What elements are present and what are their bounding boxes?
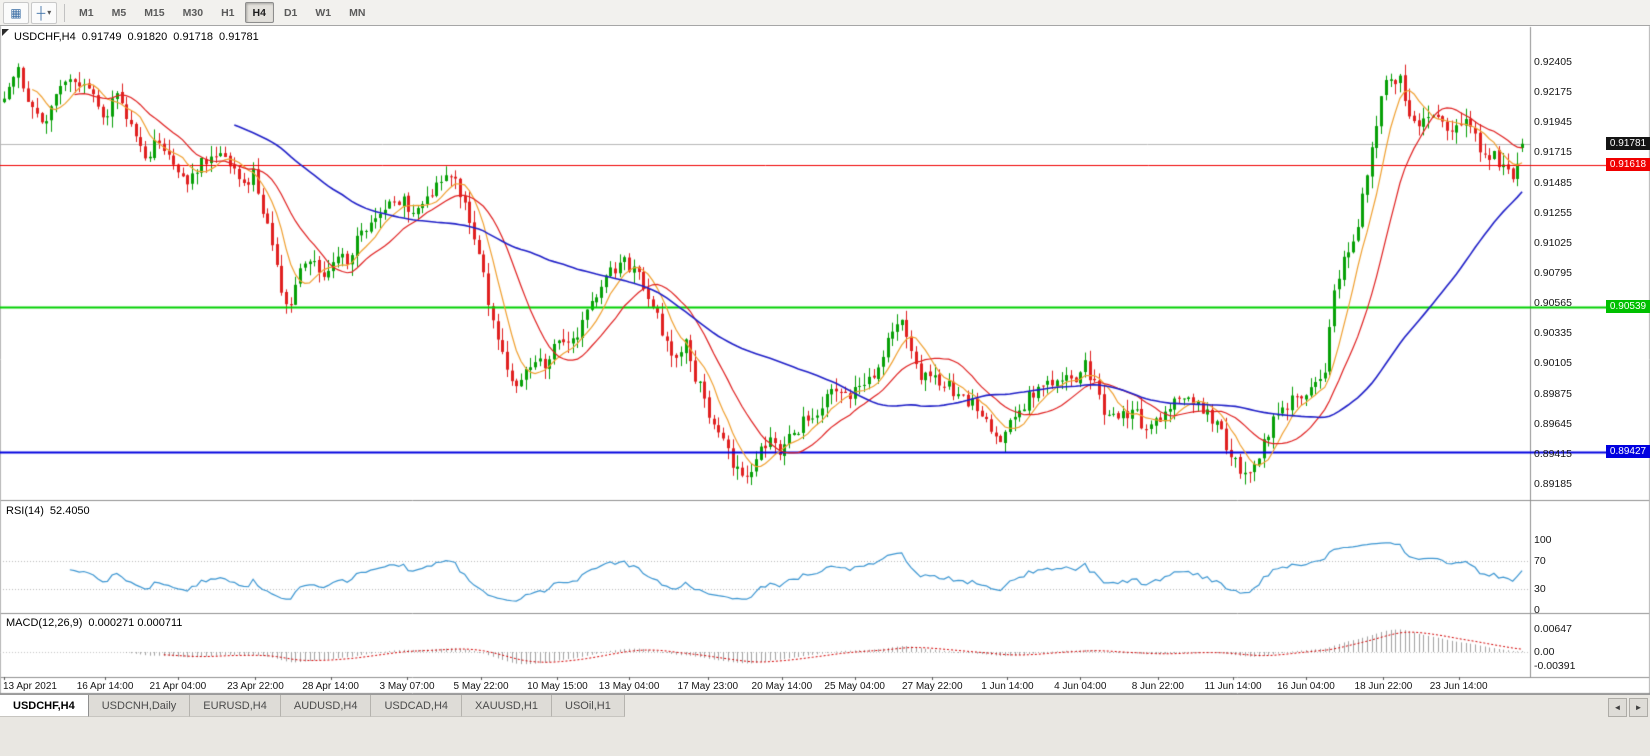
timeframe-button-group: M1 M5 M15 M30 H1 H4 D1 W1 MN: [70, 2, 374, 23]
macd-values: 0.000271 0.000711: [88, 617, 183, 629]
time-axis-label: 27 May 22:00: [901, 681, 963, 692]
time-axis-label: 11 Jun 14:00: [1204, 681, 1262, 692]
time-axis-label: 5 May 22:00: [453, 681, 509, 692]
price-tick-label: 0.89185: [1534, 477, 1572, 490]
chart-title-open: 0.91749: [81, 31, 122, 43]
price-badge: 0.90539: [1606, 299, 1650, 313]
chart-tabbar: USDCHF,H4 USDCNH,Daily EURUSD,H4 AUDUSD,H4 U…: [0, 694, 1650, 756]
time-axis-label: 16 Jun 04:00: [1276, 681, 1335, 692]
timeframe-button-d1[interactable]: D1: [283, 6, 298, 19]
chart-title-close: 0.91781: [219, 31, 259, 43]
macd-level-label: -0.00391: [1534, 659, 1576, 672]
chart-title: USDCHF,H4 0.91749 0.91820 0.91718 0.9178…: [14, 31, 259, 43]
price-tick-label: 0.90795: [1534, 266, 1572, 279]
price-tick-label: 0.90565: [1534, 297, 1572, 310]
time-axis-label: 10 May 15:00: [527, 681, 588, 692]
time-axis-label: 23 Apr 22:00: [227, 681, 284, 692]
dropdown-caret-icon: ▾: [47, 8, 52, 17]
price-tick-label: 0.89415: [1534, 447, 1572, 460]
price-tick-label: 0.91945: [1534, 116, 1572, 129]
crosshair-tool-icon: ┼: [36, 5, 46, 20]
chart-title-symbol: USDCHF,H4: [14, 31, 76, 43]
chart-tab-usdcnh-daily[interactable]: USDCNH,Daily: [88, 695, 191, 717]
tab-scroll-right-button[interactable]: ►: [1629, 698, 1648, 717]
chart-window-button[interactable]: ▦: [3, 1, 29, 24]
price-tick-label: 0.90105: [1534, 357, 1572, 370]
time-axis-label: 17 May 23:00: [677, 681, 739, 692]
timeframe-button-m15[interactable]: M15: [144, 6, 165, 19]
chart-tabs: USDCHF,H4 USDCNH,Daily EURUSD,H4 AUDUSD,H4 U…: [0, 695, 1650, 717]
price-badge: 0.91618: [1606, 158, 1650, 172]
price-badge: 0.89427: [1606, 445, 1650, 459]
chart-title-low: 0.91718: [173, 31, 214, 43]
price-tick-label: 0.91715: [1534, 146, 1572, 159]
time-axis-label: 18 Jun 22:00: [1354, 681, 1413, 692]
chart-window-icon: ▦: [10, 5, 22, 20]
rsi-level-label: 70: [1534, 555, 1546, 567]
rsi-name: RSI(14): [6, 505, 44, 517]
timeframe-button-h4[interactable]: H4: [244, 2, 274, 23]
macd-pane-label: MACD(12,26,9) 0.000271 0.000711: [6, 617, 182, 629]
price-badge: 0.91781: [1606, 136, 1650, 150]
time-axis-label: 8 Jun 22:00: [1131, 681, 1184, 692]
price-tick-label: 0.91025: [1534, 236, 1572, 249]
timeframe-button-m1[interactable]: M1: [79, 6, 94, 19]
time-axis-label: 3 May 07:00: [379, 681, 435, 692]
time-axis-label: 16 Apr 14:00: [76, 681, 134, 692]
rsi-level-label: 0: [1534, 604, 1540, 616]
timeframe-button-w1[interactable]: W1: [315, 6, 332, 19]
rsi-value: 52.4050: [49, 505, 90, 517]
price-tick-label: 0.91485: [1534, 176, 1572, 189]
time-axis-label: 4 Jun 04:00: [1054, 681, 1107, 692]
timeframe-button-m5[interactable]: M5: [111, 6, 127, 19]
chart-tab-audusd-h4[interactable]: AUDUSD,H4: [280, 695, 372, 717]
chart-tab-usoil-h1[interactable]: USOil,H1: [552, 695, 625, 717]
macd-name: MACD(12,26,9): [6, 617, 83, 629]
price-tick-label: 0.89875: [1534, 387, 1572, 400]
chart-title-high: 0.91820: [127, 31, 168, 43]
tab-scroll-controls: ◄ ►: [1608, 698, 1648, 717]
toolbar: ▦ ┼ ▾ M1 M5 M15 M30 H1 H4 D1 W1 MN: [0, 0, 1650, 26]
window-corner-icon: [2, 29, 9, 36]
time-axis-label: 20 May 14:00: [751, 681, 813, 692]
price-tick-label: 0.90335: [1534, 327, 1572, 340]
macd-level-label: 0.00: [1534, 646, 1555, 658]
time-axis-label: 25 May 04:00: [824, 681, 885, 692]
time-axis-label: 23 Jun 14:00: [1429, 681, 1488, 692]
chart-tab-usdcad-h4[interactable]: USDCAD,H4: [371, 695, 463, 717]
toolbar-separator: [64, 3, 65, 22]
timeframe-button-h1[interactable]: H1: [221, 6, 235, 19]
timeframe-button-mn[interactable]: MN: [349, 6, 366, 19]
chart-tab-xauusd-h1[interactable]: XAUUSD,H1: [462, 695, 552, 717]
tab-scroll-left-button[interactable]: ◄: [1608, 698, 1627, 717]
price-tick-label: 0.92175: [1534, 86, 1572, 99]
timeframe-button-m30[interactable]: M30: [182, 6, 204, 19]
rsi-pane-label: RSI(14) 52.4050: [6, 505, 90, 517]
time-axis-label: 21 Apr 04:00: [149, 681, 207, 692]
chart-tab-usdchf-h4[interactable]: USDCHF,H4: [0, 695, 89, 717]
price-tick-label: 0.92405: [1534, 56, 1572, 68]
crosshair-tool-button[interactable]: ┼ ▾: [31, 1, 57, 24]
rsi-level-label: 30: [1534, 583, 1546, 595]
time-axis-label: 28 Apr 14:00: [302, 681, 359, 692]
chart-tab-eurusd-h4[interactable]: EURUSD,H4: [190, 695, 281, 717]
price-tick-label: 0.89645: [1534, 417, 1572, 430]
rsi-level-label: 100: [1534, 534, 1552, 546]
macd-level-label: 0.00647: [1534, 622, 1572, 635]
time-axis-label: 1 Jun 14:00: [981, 681, 1034, 692]
time-axis-label: 13 May 04:00: [598, 681, 660, 692]
time-axis-label: 13 Apr 2021: [3, 681, 57, 692]
price-tick-label: 0.91255: [1534, 206, 1572, 219]
